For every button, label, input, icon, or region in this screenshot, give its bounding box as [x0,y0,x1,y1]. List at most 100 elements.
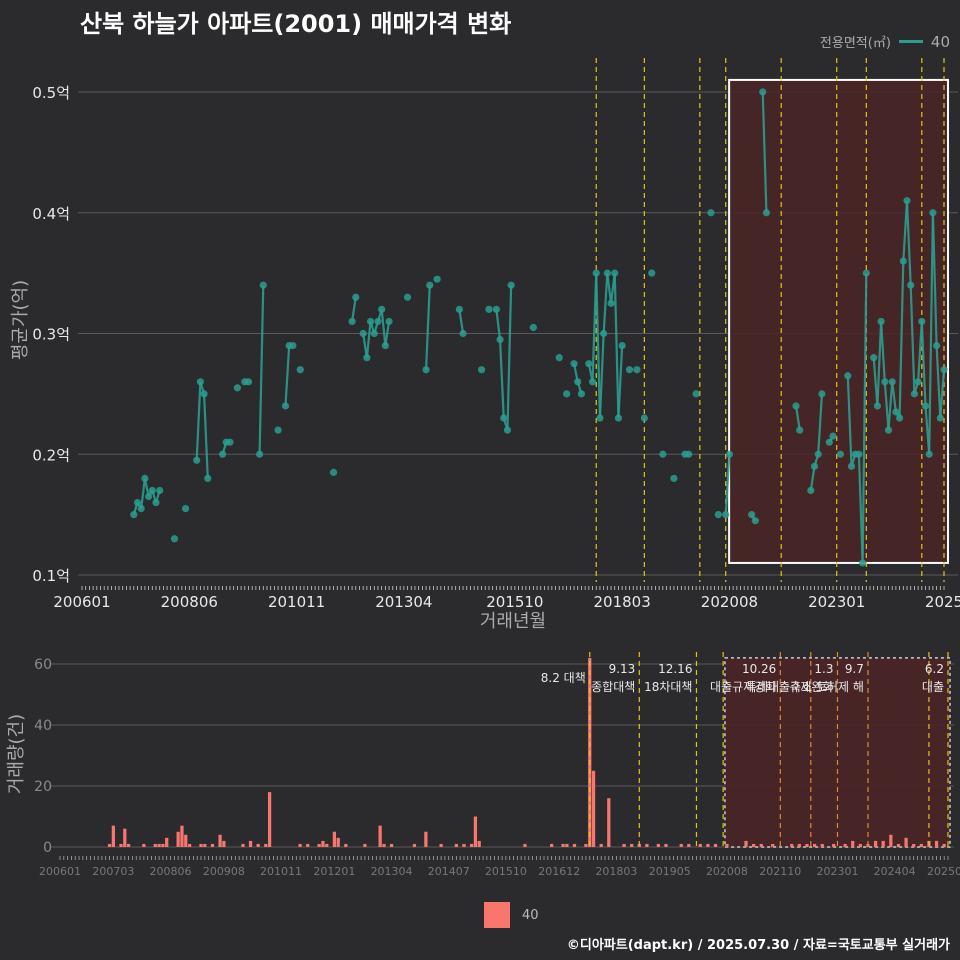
volume-x-tick-label: 201612 [538,865,580,878]
policy-label-top: 9.13 [609,662,636,676]
price-series-segment [905,200,912,286]
price-point [281,402,290,410]
legend-bottom: 40 [484,902,539,928]
legend-series-label: 40 [930,32,950,51]
volume-bar [656,843,660,847]
policy-label-bottom: 대출 [922,680,944,694]
price-point [585,360,593,368]
price-point [714,511,722,519]
price-point [907,281,915,289]
price-point [181,504,190,513]
volume-bar [153,843,157,847]
price-point [592,269,600,277]
price-point [670,474,678,482]
price-point [896,414,904,422]
volume-bar [820,843,824,847]
price-point [807,486,815,495]
price-point [148,486,156,495]
price-point [141,474,149,482]
price-y-tick-label: 0.2억 [32,446,70,464]
price-point [847,462,856,470]
price-point [574,378,582,386]
volume-y-tick-label: 60 [34,657,52,673]
volume-x-tick-label: 201407 [428,865,470,878]
volume-x-tick-label: 202301 [816,865,858,878]
legend-bar-label: 40 [522,907,539,923]
volume-bar [317,843,321,847]
volume-x-tick-label: 200601 [39,865,81,878]
volume-x-tick-label: 201803 [595,865,637,878]
volume-bar [679,843,683,847]
price-point [274,426,282,434]
policy-label-bottom: 규제완화 [789,680,833,694]
volume-bar [267,792,272,847]
price-point [485,305,493,313]
price-point [555,354,563,362]
volume-x-tick-label: 201905 [649,865,691,878]
price-point [829,432,837,440]
price-series-segment [384,321,391,346]
price-point [618,341,626,350]
price-series-segment [617,345,624,419]
price-x-tick-label: 2025 [925,593,960,611]
volume-bar [241,843,245,847]
volume-bar [797,843,801,847]
price-point [403,293,412,301]
price-point [933,341,941,350]
price-point [255,450,264,458]
price-point [422,366,430,374]
volume-bar [904,837,908,847]
price-point [659,450,667,458]
price-point [144,492,153,501]
price-series-segment [195,381,202,461]
price-series-segment [498,339,505,419]
price-series-segment [935,345,942,419]
volume-x-tick-label: 202506 [927,865,960,878]
price-series-segment [458,309,465,334]
volume-bar [199,843,203,847]
price-series-segment [880,321,886,382]
price-point [496,335,504,344]
price-series-segment [883,381,890,431]
price-point [244,378,253,386]
price-point [503,426,512,434]
policy-label-top: 8.2 대책 [541,670,586,685]
price-series-segment [202,393,209,479]
price-series-segment [598,333,605,419]
price-point [193,456,201,464]
volume-bar [222,840,226,847]
price-point [218,450,227,458]
price-point [259,281,267,289]
volume-bar [698,843,702,847]
policy-label-top: 1.3 [814,662,833,676]
volume-bar [157,843,161,847]
price-point [577,390,586,398]
price-point [477,366,486,374]
volume-bar [382,843,386,847]
volume-bar [321,840,325,847]
price-highlight-box [728,78,949,564]
volume-bar [873,840,878,847]
volume-bar [889,834,893,847]
volume-bar [843,843,847,847]
price-y-tick-label: 0.1억 [32,567,70,585]
price-point [918,317,926,326]
price-point [640,414,648,422]
volume-bar [184,834,188,847]
volume-bar [812,843,817,847]
volume-bar [942,843,946,847]
price-point [459,329,467,338]
volume-bar [344,843,348,847]
price-series-segment [140,478,146,509]
price-series-segment [761,91,768,213]
price-point [873,402,882,410]
volume-bar [881,840,885,847]
price-series-segment [861,273,868,563]
volume-y-tick-label: 20 [34,779,52,795]
volume-bar [424,831,428,847]
volume-bar [439,843,443,847]
price-point [759,88,767,96]
volume-x-tick-label: 200703 [92,865,134,878]
price-point [226,438,234,446]
